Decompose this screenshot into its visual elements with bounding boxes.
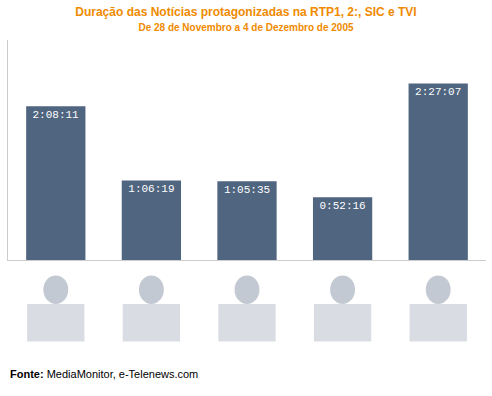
svg-text:1:06:19: 1:06:19 [128, 183, 174, 195]
svg-text:Duração das Notícias protagoni: Duração das Notícias protagonizadas na R… [75, 5, 416, 34]
svg-text:Fonte: MediaMonitor, e-Telenew: Fonte: MediaMonitor, e-Telenews.com [10, 368, 198, 380]
svg-text:2:27:07: 2:27:07 [415, 86, 461, 98]
svg-text:2:08:11: 2:08:11 [32, 109, 79, 121]
svg-text:0:52:16: 0:52:16 [319, 200, 365, 212]
svg-text:1:05:35: 1:05:35 [224, 184, 270, 196]
